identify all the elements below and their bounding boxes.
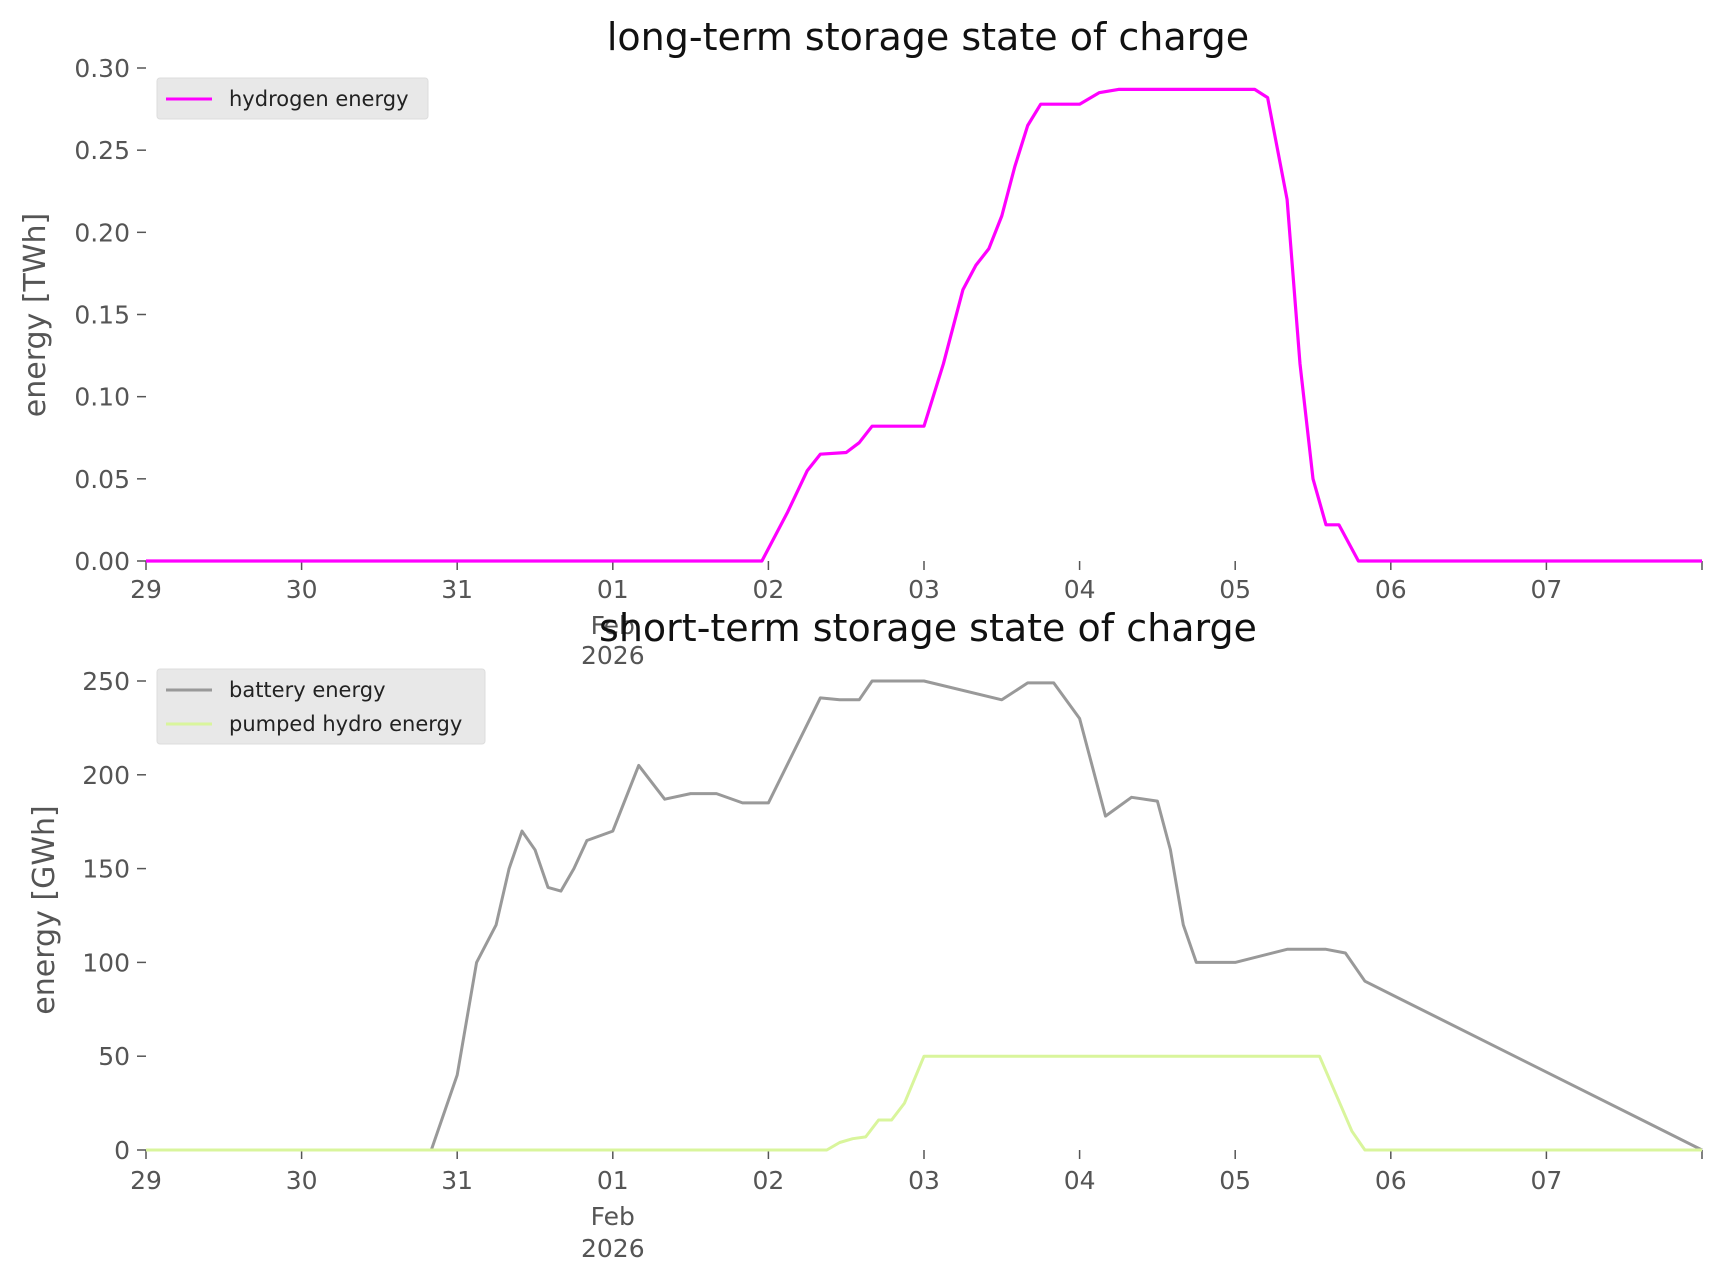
y-tick-label: 100 <box>82 948 130 977</box>
legend: battery energy pumped hydro energy <box>156 668 486 745</box>
x-tick-sublabel: 2026 <box>581 1234 645 1263</box>
y-tick-label: 50 <box>98 1042 130 1071</box>
x-tick-label: 30 <box>286 1166 318 1195</box>
y-tick-label: 150 <box>82 855 130 884</box>
series-line-0 <box>146 87 1702 563</box>
x-tick-label: 05 <box>1219 575 1251 604</box>
x-tick-sublabel: Feb <box>591 611 635 640</box>
x-tick-label: 07 <box>1530 1166 1562 1195</box>
y-tick-label: 0.30 <box>74 54 130 83</box>
y-tick-label: 200 <box>82 761 130 790</box>
x-tick-label: 07 <box>1530 575 1562 604</box>
y-axis-label: energy [TWh] <box>18 213 53 417</box>
x-tick-label: 03 <box>908 575 940 604</box>
x-tick-label: 01 <box>597 575 629 604</box>
x-tick-sublabel: 2026 <box>581 641 645 670</box>
x-tick-label: 31 <box>441 575 473 604</box>
short-term-chart-panel: short-term storage state of charge energ… <box>27 606 1703 1263</box>
x-tick-label: 02 <box>752 1166 784 1195</box>
y-tick-label: 0.10 <box>74 383 130 412</box>
x-tick-label: 04 <box>1064 1166 1096 1195</box>
x-tick-label: 31 <box>441 1166 473 1195</box>
y-tick-label: 0.15 <box>74 301 130 330</box>
x-tick-label: 29 <box>130 575 162 604</box>
chart-title: long-term storage state of charge <box>607 15 1249 59</box>
legend-label: battery energy <box>229 678 386 702</box>
legend-label: hydrogen energy <box>229 87 409 111</box>
x-tick-sublabel: Feb <box>591 1202 635 1231</box>
x-tick-label: 05 <box>1219 1166 1251 1195</box>
y-tick-label: 0.25 <box>74 136 130 165</box>
x-tick-label: 02 <box>752 575 784 604</box>
x-tick-label: 29 <box>130 1166 162 1195</box>
y-axis-label: energy [GWh] <box>27 805 62 1014</box>
y-tick-label: 0.05 <box>74 465 130 494</box>
y-tick-label: 0.00 <box>74 547 130 576</box>
x-axis: 29 30 31 01 Feb 2026 02 03 04 05 06 07 <box>130 1150 1703 1263</box>
legend-box <box>156 668 486 745</box>
plot-area <box>146 87 1702 563</box>
hydrogen-chart-panel: long-term storage state of charge energy… <box>18 15 1703 670</box>
chart-title: short-term storage state of charge <box>599 606 1257 650</box>
plot-area <box>146 679 1703 1152</box>
x-tick-label: 01 <box>597 1166 629 1195</box>
x-tick-label: 06 <box>1375 1166 1407 1195</box>
x-tick-label: 04 <box>1064 575 1096 604</box>
series-line-1 <box>146 1054 1702 1152</box>
y-tick-label: 0 <box>114 1136 130 1165</box>
y-tick-label: 0.20 <box>74 218 130 247</box>
y-axis: 0.00 0.05 0.10 0.15 0.20 0.25 0.30 <box>74 54 146 576</box>
x-tick-label: 06 <box>1375 575 1407 604</box>
legend-box <box>156 77 429 120</box>
series-line-0 <box>146 679 1703 1152</box>
y-axis: 0 50 100 150 200 250 <box>82 667 146 1165</box>
x-tick-label: 30 <box>286 575 318 604</box>
legend-label: pumped hydro energy <box>229 712 462 736</box>
y-tick-label: 250 <box>82 667 130 696</box>
legend: hydrogen energy <box>156 77 429 120</box>
x-tick-label: 03 <box>908 1166 940 1195</box>
